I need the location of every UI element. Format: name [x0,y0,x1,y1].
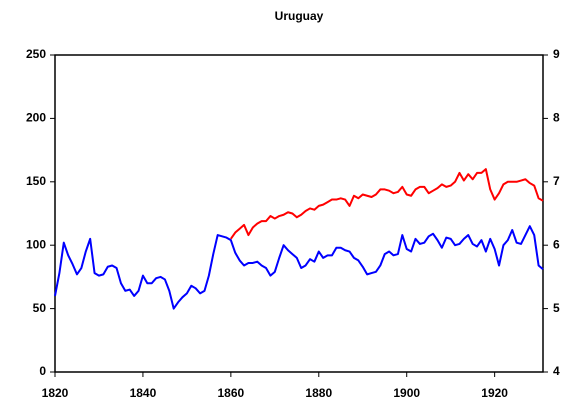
y-tick-label: 100 [26,237,46,251]
plot-frame [54,54,544,373]
y2-tick-label: 8 [553,111,560,125]
y-tick-label: 50 [33,301,47,315]
y2-tick-label: 4 [553,364,560,378]
series-line [230,168,544,240]
chart-title: Uruguay [275,9,324,23]
y2-tick-label: 5 [553,301,560,315]
x-tick-label: 1860 [218,386,245,400]
x-tick-label: 1880 [305,386,332,400]
x-tick-label: 1840 [130,386,157,400]
y2-tick-label: 7 [553,174,560,188]
y2-tick-label: 6 [553,237,560,251]
x-tick-label: 1820 [42,386,69,400]
y2-tick-label: 9 [553,47,560,61]
x-tick-label: 1920 [481,386,508,400]
x-tick-label: 1900 [393,386,420,400]
series-line [54,225,544,310]
y-tick-label: 200 [26,111,46,125]
y-tick-label: 250 [26,47,46,61]
y-tick-label: 150 [26,174,46,188]
y-tick-label: 0 [39,364,46,378]
